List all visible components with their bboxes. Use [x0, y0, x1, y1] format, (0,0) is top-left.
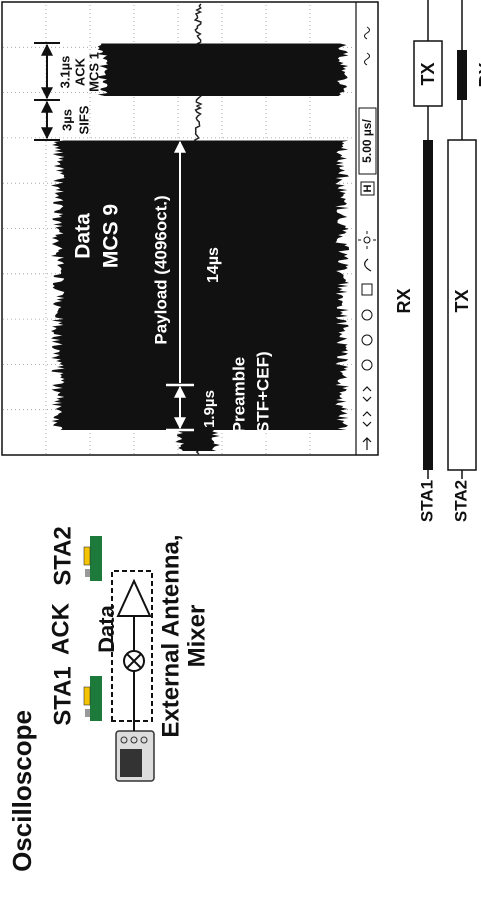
annotation: Payload (4096oct.)	[151, 195, 170, 344]
annotation: SIFS	[76, 105, 91, 134]
burst	[96, 44, 348, 97]
annotation: MCS 9	[100, 204, 123, 268]
station-label: STA1	[49, 666, 76, 726]
chip	[85, 709, 90, 717]
segment-label: RX	[476, 62, 481, 87]
annotation: ACK	[72, 57, 87, 86]
board	[90, 536, 102, 581]
body: Oscilloscope STA1 ACK STA2 Data External…	[0, 0, 481, 901]
link-label: Data	[94, 604, 119, 652]
oscilloscope-screen	[120, 749, 142, 777]
antenna	[118, 581, 150, 616]
annotation: Preamble	[229, 357, 248, 434]
page: Setup and oscilloscope capture {"setup":…	[0, 0, 481, 901]
board	[90, 676, 102, 721]
station-label: STA1	[417, 480, 436, 522]
landscape-group: Oscilloscope STA1 ACK STA2 Data External…	[2, 0, 481, 872]
chip	[84, 547, 90, 565]
oscilloscope-label: Oscilloscope	[7, 710, 37, 872]
annotation: Data	[72, 213, 95, 259]
annotation: 3µs	[59, 109, 74, 131]
annotation: MCS 1	[86, 52, 101, 92]
rx-segment	[423, 140, 433, 470]
toolbar-label: H	[362, 184, 374, 192]
antenna-label: Mixer	[183, 605, 210, 668]
timebase: 5.00 µs/	[360, 119, 374, 163]
annotation: 1.9µs	[201, 390, 218, 428]
segment-label: TX	[418, 62, 438, 85]
link-label: ACK	[47, 602, 74, 655]
segment-label: TX	[452, 289, 472, 312]
annotation: 14µs	[205, 247, 222, 283]
segment-label: RX	[394, 288, 414, 313]
station-label: STA2	[49, 526, 76, 586]
chip	[84, 687, 90, 705]
chip	[85, 569, 90, 577]
figure: Oscilloscope STA1 ACK STA2 Data External…	[0, 0, 481, 901]
burst	[51, 141, 349, 431]
annotation: 3.1µs	[57, 56, 72, 89]
rx-segment	[457, 50, 467, 100]
station-label: STA2	[451, 480, 470, 522]
annotation: (STF+CEF)	[253, 351, 272, 438]
antenna-label: External Antenna,	[157, 534, 184, 737]
